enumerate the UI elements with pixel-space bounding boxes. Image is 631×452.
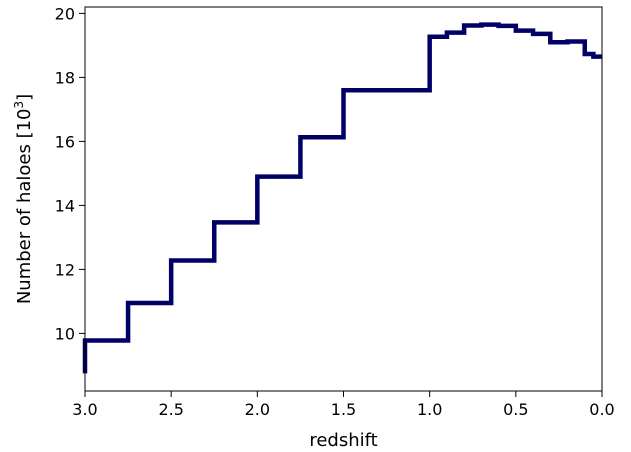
x-tick-label: 1.5 (331, 400, 356, 419)
x-tick-label: 3.0 (72, 400, 97, 419)
y-tick-label: 12 (55, 260, 75, 279)
x-tick-label: 0.0 (589, 400, 614, 419)
series-line (82, 22, 602, 374)
y-axis-label-prefix: Number of haloes [10 (14, 109, 35, 305)
y-axis-label-suffix: ] (14, 94, 35, 101)
x-tick-label: 0.5 (503, 400, 528, 419)
y-tick-label: 18 (55, 68, 75, 87)
y-axis-label: Number of haloes [103] (12, 94, 35, 304)
y-tick-label: 20 (55, 4, 75, 23)
x-tick-label: 2.5 (158, 400, 183, 419)
plot-frame (84, 6, 603, 392)
ticks: 3.0 2.5 2.0 1.5 1.0 0.5 0.0 10 12 14 16 18 20 (55, 4, 615, 419)
y-tick-label: 14 (55, 196, 75, 215)
x-tick-label: 1.0 (417, 400, 442, 419)
y-tick-label: 16 (55, 132, 75, 151)
x-axis-label: redshift (309, 430, 377, 451)
x-tick-label: 2.0 (245, 400, 270, 419)
y-axis-label-exponent: 3 (12, 101, 26, 109)
y-tick-label: 10 (55, 324, 75, 343)
